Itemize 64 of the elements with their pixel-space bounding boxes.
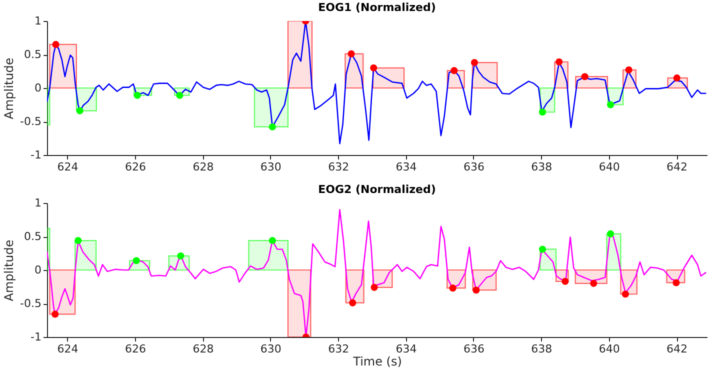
point xyxy=(450,67,458,74)
point xyxy=(472,286,480,294)
point xyxy=(52,310,59,318)
point xyxy=(177,252,184,260)
y-axis-title: Amplitude xyxy=(2,58,16,120)
point xyxy=(673,74,680,82)
x-tick-label: 634 xyxy=(396,342,417,356)
point xyxy=(607,101,614,108)
point xyxy=(556,58,563,66)
x-tick-label: 636 xyxy=(463,342,484,356)
point xyxy=(76,107,84,114)
point xyxy=(74,236,82,244)
x-tick-label: 624 xyxy=(57,160,78,174)
y-tick-label: -0.5 xyxy=(20,297,42,310)
x-tick-label: 628 xyxy=(192,342,214,356)
x-tick-label: 642 xyxy=(666,342,688,356)
x-tick-label: 634 xyxy=(396,160,417,174)
point xyxy=(562,278,569,285)
y-tick-label: -0.5 xyxy=(20,115,42,128)
point xyxy=(470,59,478,66)
x-tick-label: 630 xyxy=(260,342,282,356)
x-tick-label: 640 xyxy=(598,160,620,174)
x-tick-label: 632 xyxy=(328,160,350,174)
point xyxy=(625,66,632,74)
y-tick-label: 0 xyxy=(34,82,42,94)
x-tick-label: 638 xyxy=(531,160,552,174)
x-tick-label: 638 xyxy=(531,342,552,356)
point xyxy=(349,299,356,306)
x-tick-label: 624 xyxy=(57,342,78,356)
point xyxy=(268,123,276,130)
chart-title: EOG1 (Normalized) xyxy=(318,1,436,14)
point xyxy=(590,280,598,287)
point xyxy=(672,279,680,286)
x-axis-title: Time (s) xyxy=(352,354,402,368)
chart-title: EOG2 (Normalized) xyxy=(318,183,436,196)
y-tick-label: 1 xyxy=(34,196,42,210)
y-tick-label: 0.5 xyxy=(24,48,42,61)
point xyxy=(134,92,141,99)
x-tick-label: 636 xyxy=(463,160,484,174)
point xyxy=(538,246,546,253)
point xyxy=(622,290,629,298)
y-tick-label: -1 xyxy=(30,330,42,344)
point xyxy=(607,230,614,238)
x-tick-label: 628 xyxy=(192,160,214,174)
point xyxy=(348,50,355,58)
x-tick-label: 626 xyxy=(125,342,146,356)
y-axis-title: Amplitude xyxy=(2,240,16,302)
x-tick-label: 626 xyxy=(125,160,146,174)
point xyxy=(538,108,546,116)
x-tick-label: 630 xyxy=(260,160,282,174)
x-tick-label: 640 xyxy=(598,342,620,356)
point xyxy=(268,236,276,244)
x-tick-label: 632 xyxy=(328,342,350,356)
y-tick-label: -1 xyxy=(30,148,42,162)
point xyxy=(370,284,378,291)
point xyxy=(449,284,456,292)
y-tick-label: 1 xyxy=(34,14,42,28)
point xyxy=(370,64,378,72)
point xyxy=(52,40,60,48)
y-tick-label: 0 xyxy=(34,264,42,276)
point xyxy=(132,257,140,264)
y-tick-label: 0.5 xyxy=(24,230,42,243)
x-tick-label: 642 xyxy=(666,160,688,174)
point xyxy=(581,73,588,80)
